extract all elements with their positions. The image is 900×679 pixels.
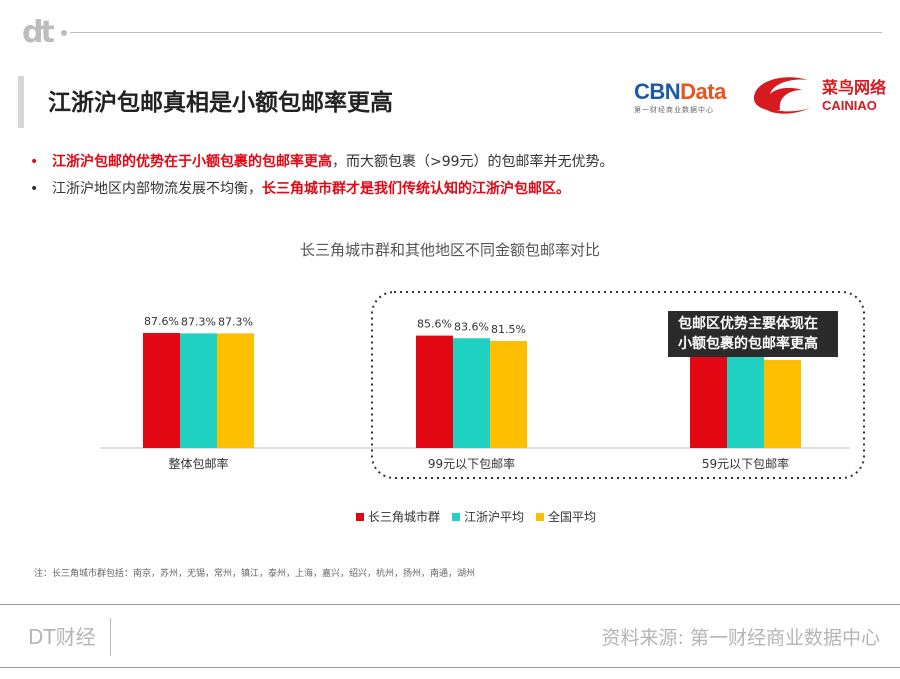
cbndata-logo: CBNData 第一财经商业数据中心 xyxy=(634,79,746,115)
bar-2-1 xyxy=(416,335,453,448)
category-label: 99元以下包邮率 xyxy=(428,456,515,471)
bar-3-1 xyxy=(690,352,727,448)
cbn-logo-text: CBN xyxy=(634,79,681,104)
category-label: 59元以下包邮率 xyxy=(702,456,789,471)
chart-callout: 包邮区优势主要体现在 小额包裹的包邮率更高 xyxy=(668,311,838,357)
data-label: 85.6% xyxy=(417,318,452,331)
legend-item-national: 全国平均 xyxy=(536,510,596,524)
legend-swatch xyxy=(356,513,364,521)
footer-divider-top xyxy=(0,604,900,605)
legend-label: 长三角城市群 xyxy=(368,510,441,524)
bullet-dot-icon: • xyxy=(30,154,39,170)
dt-logo-dot xyxy=(61,30,67,36)
bar-3-2 xyxy=(727,355,764,448)
highlight-box xyxy=(371,291,865,479)
callout-line-1: 包邮区优势主要体现在 xyxy=(678,316,818,332)
bar-1-1 xyxy=(143,333,180,448)
footer-source: 资料来源: 第一财经商业数据中心 xyxy=(601,627,880,649)
cbn-logo-subtitle: 第一财经商业数据中心 xyxy=(634,106,714,114)
bullet-1-text: ，而大额包裹（>99元）的包邮率并无优势。 xyxy=(332,154,614,170)
data-label: 81.5% xyxy=(491,323,526,336)
bullet-2-highlight: 长三角城市群才是我们传统认知的江浙沪包邮区。 xyxy=(262,181,570,197)
data-label: 87.3% xyxy=(218,315,253,328)
bar-1-2 xyxy=(180,333,217,448)
data-logo-text: Data xyxy=(680,79,726,104)
legend-item-jzh: 江浙沪平均 xyxy=(452,510,524,524)
chart-title: 长三角城市群和其他地区不同金额包邮率对比 xyxy=(299,241,600,259)
bar-1-3 xyxy=(217,333,254,448)
callout-line-2: 小额包裹的包邮率更高 xyxy=(678,336,818,352)
data-label: 87.3% xyxy=(181,315,216,328)
footer-divider-bottom xyxy=(0,667,900,668)
bar-2-2 xyxy=(453,338,490,448)
title-accent-bar xyxy=(18,76,24,128)
data-label: 83.6% xyxy=(454,320,489,333)
legend-label: 全国平均 xyxy=(548,510,597,524)
bullet-dot-icon: • xyxy=(30,181,39,197)
cainiao-logo-cn: 菜鸟网络 xyxy=(822,78,887,97)
page-title: 江浙沪包邮真相是小额包邮率更高 xyxy=(48,90,393,116)
cainiao-logo-en: CAINIAO xyxy=(822,98,877,113)
header-divider xyxy=(70,32,882,33)
legend-item-yangtze: 长三角城市群 xyxy=(356,510,440,524)
footer-separator xyxy=(110,618,111,656)
data-label: 87.6% xyxy=(144,315,179,328)
bar-3-3 xyxy=(764,360,801,448)
legend-swatch xyxy=(452,513,460,521)
bullet-1-highlight: 江浙沪包邮的优势在于小额包裹的包邮率更高 xyxy=(52,154,332,170)
chart-note: 注：长三角城市群包括：南京，苏州，无锡，常州，镇江，泰州，上海，嘉兴，绍兴，杭州… xyxy=(34,569,476,579)
category-label: 整体包邮率 xyxy=(168,456,228,471)
footer-brand: DT财经 xyxy=(28,625,96,649)
bar-2-3 xyxy=(490,341,527,448)
bullet-2-text: 江浙沪地区内部物流发展不均衡， xyxy=(52,181,262,197)
cainiao-bird-icon xyxy=(753,77,810,114)
dt-logo: dt xyxy=(22,15,55,50)
bullet-2: • 江浙沪地区内部物流发展不均衡，长三角城市群才是我们传统认知的江浙沪包邮区。 xyxy=(30,180,570,198)
legend-swatch xyxy=(536,513,544,521)
legend-label: 江浙沪平均 xyxy=(464,510,525,524)
bullet-1: • 江浙沪包邮的优势在于小额包裹的包邮率更高，而大额包裹（>99元）的包邮率并无优… xyxy=(30,153,614,171)
